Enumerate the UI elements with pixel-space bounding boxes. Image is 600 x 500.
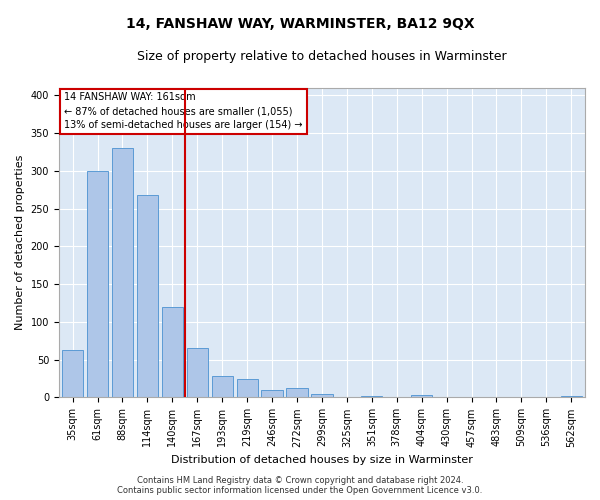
Y-axis label: Number of detached properties: Number of detached properties [15, 155, 25, 330]
Bar [162, 307, 183, 398]
Bar [87, 171, 108, 398]
Bar [137, 195, 158, 398]
Bar [112, 148, 133, 398]
Bar [311, 394, 332, 398]
Bar [187, 348, 208, 398]
Bar [411, 395, 432, 398]
Text: Contains HM Land Registry data © Crown copyright and database right 2024.
Contai: Contains HM Land Registry data © Crown c… [118, 476, 482, 495]
Bar [286, 388, 308, 398]
Title: Size of property relative to detached houses in Warminster: Size of property relative to detached ho… [137, 50, 507, 63]
Bar [212, 376, 233, 398]
Bar [560, 396, 582, 398]
X-axis label: Distribution of detached houses by size in Warminster: Distribution of detached houses by size … [171, 455, 473, 465]
Bar [262, 390, 283, 398]
Bar [236, 378, 258, 398]
Text: 14 FANSHAW WAY: 161sqm
← 87% of detached houses are smaller (1,055)
13% of semi-: 14 FANSHAW WAY: 161sqm ← 87% of detached… [64, 92, 302, 130]
Text: 14, FANSHAW WAY, WARMINSTER, BA12 9QX: 14, FANSHAW WAY, WARMINSTER, BA12 9QX [125, 18, 475, 32]
Bar [361, 396, 382, 398]
Bar [62, 350, 83, 398]
